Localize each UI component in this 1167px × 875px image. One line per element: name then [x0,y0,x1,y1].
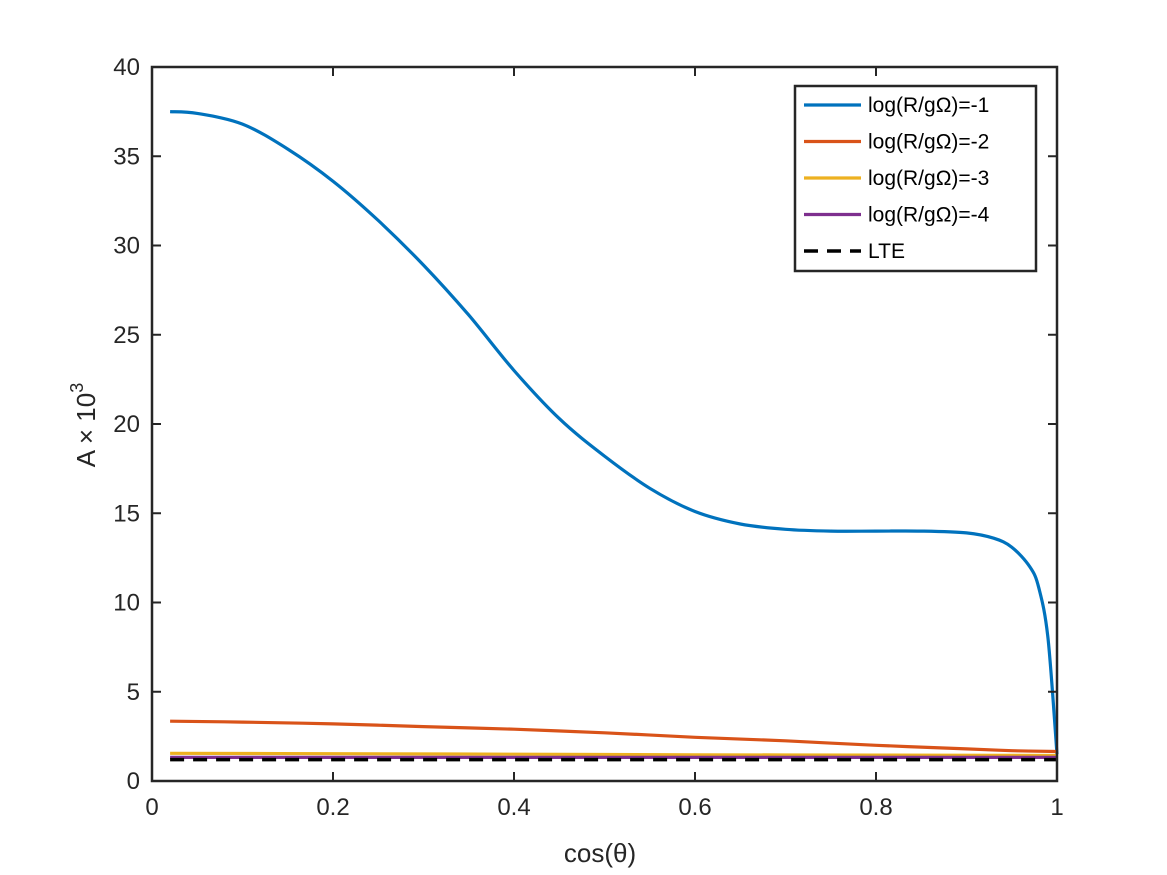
y-tick-label: 20 [113,411,140,438]
x-tick-label: 0.6 [678,794,711,821]
x-tick-label: 0.8 [859,794,892,821]
series-line-2 [170,719,1058,754]
y-tick-label: 5 [127,679,140,706]
legend-label: log(R/gΩ)=-1 [868,94,989,117]
legend-item: log(R/gΩ)=-4 [804,204,990,227]
legend-item: log(R/gΩ)=-1 [804,94,989,117]
x-tick-label: 0.2 [316,794,349,821]
series-layer [169,110,1059,762]
x-tick-label: 0 [145,794,158,821]
legend: log(R/gΩ)=-1 log(R/gΩ)=-2 log(R/gΩ)=-3 log(… [793,84,1038,273]
legend-item: log(R/gΩ)=-3 [804,167,989,190]
legend-label: log(R/gΩ)=-2 [868,131,989,154]
legend-label: log(R/gΩ)=-4 [868,204,990,227]
x-tick-label: 1 [1050,794,1063,821]
series-line-1 [169,110,1059,755]
y-axis-label-exponent: 3 [67,383,87,393]
series-line-3 [170,751,1058,758]
x-axis-label: cos(θ) [564,838,636,868]
y-tick-label: 0 [127,768,140,795]
y-axis-label: A × 103 [67,383,101,467]
legend-item: log(R/gΩ)=-2 [804,131,989,154]
y-tick-label: 10 [113,590,140,617]
ticks-layer [151,66,1058,782]
x-tick-label: 0.4 [497,794,530,821]
legend-label: log(R/gΩ)=-3 [868,167,989,190]
y-axis-label-group: A × 103 [67,383,101,467]
y-tick-label: 25 [113,322,140,349]
y-tick-label: 40 [113,54,140,81]
legend-item: LTE [804,240,905,263]
legend-items: log(R/gΩ)=-1 log(R/gΩ)=-2 log(R/gΩ)=-3 log(… [804,94,990,263]
y-axis-label-base: A × 10 [71,393,101,467]
y-tick-label: 15 [113,500,140,527]
legend-label: LTE [868,240,905,263]
y-tick-label: 35 [113,143,140,170]
y-tick-label: 30 [113,233,140,260]
